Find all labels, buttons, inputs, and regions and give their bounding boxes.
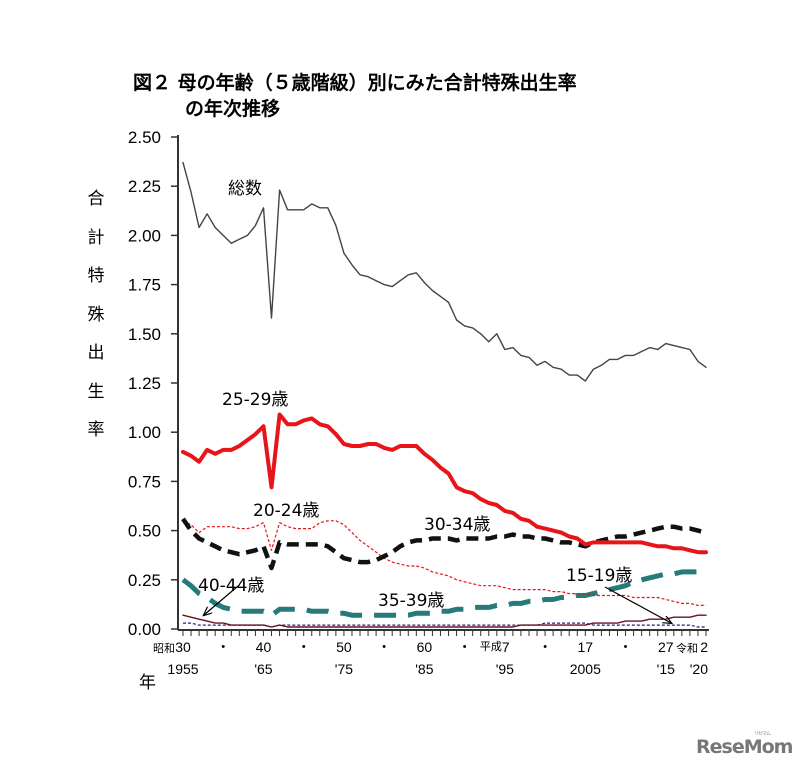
series-label: 30-34歳 (424, 515, 490, 535)
series-line-40-44 (182, 614, 707, 628)
x-tick-label: 7 (502, 639, 510, 655)
x-tick-western-label: '75 (335, 661, 353, 677)
chart-title-line2: の年次推移 (185, 98, 281, 120)
annotation-layer: 総数 25-29歳 20-24歳 30-34歳 35-39歳 40-44歳 15-19歳 (198, 179, 671, 623)
y-tick-label: 1.25 (128, 374, 161, 393)
x-tick-label: 2 (700, 639, 708, 655)
x-tick-western-label: 2005 (570, 661, 601, 677)
y-axis-label: 合 計 特 殊 出 生 率 (84, 180, 108, 450)
x-tick-label: 27 (658, 639, 674, 655)
series-layer (181, 161, 708, 628)
y-axis-label-char: 出 (87, 343, 105, 363)
y-axis-label-char: 特 (87, 266, 105, 286)
y-axis-label-char: 殊 (87, 304, 105, 325)
x-tick-separator: ・ (216, 639, 230, 655)
series-label: 15-19歳 (566, 566, 632, 586)
x-tick-western-label: '15 (657, 661, 675, 677)
y-tick-label: 0.75 (128, 472, 161, 491)
arrow-15-19 (604, 586, 671, 623)
x-tick-label: 60 (417, 639, 433, 655)
x-tick-separator: ・ (297, 639, 311, 655)
y-tick-label: 2.25 (128, 177, 161, 196)
series-label: 25-29歳 (222, 390, 288, 410)
x-axis-unit-label: 年 (139, 673, 156, 693)
x-tick-label: 50 (336, 639, 352, 655)
y-tick-label: 1.75 (128, 276, 161, 295)
y-tick-label: 2.50 (128, 128, 161, 147)
y-tick-label: 1.50 (128, 325, 161, 344)
x-tick-label: 17 (578, 639, 594, 655)
series-line-35-39 (181, 569, 706, 618)
resemom-logo: ReseMom リセマム (696, 731, 793, 758)
y-axis-label-char: 合 (87, 189, 105, 209)
series-line-total (182, 161, 707, 382)
series-label: 40-44歳 (198, 576, 264, 596)
y-tick-label: 1.00 (128, 423, 161, 442)
x-tick-separator: ・ (377, 639, 391, 655)
x-tick-western-label: '20 (690, 661, 708, 677)
x-era-prefix: 令和 (676, 641, 698, 655)
axes-layer: 0.00 0.25 0.50 0.75 1.00 1.25 1.50 1.75 2.00 2.25… (128, 128, 709, 677)
x-tick-western-label: '85 (415, 661, 433, 677)
x-tick-western-label: '95 (496, 661, 514, 677)
series-label: 総数 (228, 179, 262, 199)
x-tick-label: 30 (175, 639, 191, 655)
y-tick-label: 0.00 (128, 620, 161, 639)
logo-text: ReseMom (696, 736, 793, 758)
series-line-20-24 (182, 520, 706, 606)
y-axis-label-char: 生 (87, 381, 105, 402)
arrow-40-44 (204, 585, 239, 615)
series-label: 35-39歳 (378, 591, 444, 611)
chart-title: 図２ 母の年齢（５歳階級）別にみた合計特殊出生率 の年次推移 (133, 70, 577, 122)
y-tick-label: 2.00 (128, 226, 161, 245)
x-tick-western-label: 1955 (167, 661, 198, 677)
y-tick-label: 0.50 (128, 522, 161, 541)
x-tick-label: 40 (256, 639, 272, 655)
x-tick-separator: ・ (458, 639, 472, 655)
logo-ruby: リセマム (754, 731, 771, 737)
x-tick-western-label: '65 (254, 661, 272, 677)
series-label: 20-24歳 (253, 501, 319, 521)
x-era-prefix: 昭和 (153, 642, 175, 655)
y-axis-label-char: 計 (87, 227, 105, 248)
x-tick-separator: ・ (619, 639, 633, 655)
x-tick-separator: ・ (538, 639, 552, 655)
series-line-30-34 (181, 517, 707, 571)
y-tick-label: 0.25 (128, 571, 161, 590)
chart-title-line1: 図２ 母の年齢（５歳階級）別にみた合計特殊出生率 (133, 72, 577, 94)
y-axis-label-char: 率 (87, 420, 105, 440)
series-line-25-29 (181, 412, 708, 555)
x-era-prefix: 平成 (480, 640, 502, 653)
